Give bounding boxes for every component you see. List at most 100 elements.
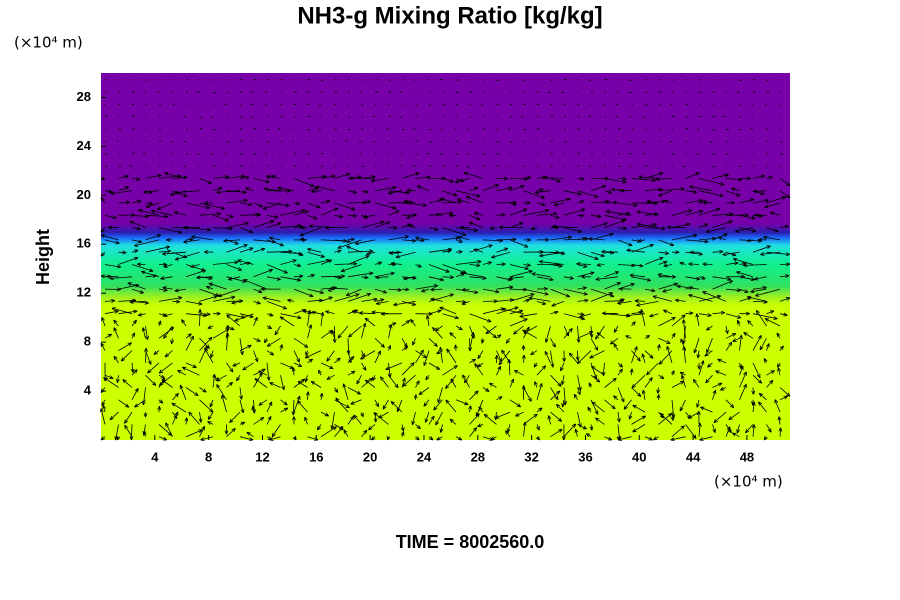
vector-head	[613, 343, 618, 348]
vector	[604, 282, 621, 290]
vector	[605, 211, 632, 216]
vector	[539, 251, 565, 257]
vector-head	[751, 401, 756, 406]
vector	[226, 222, 249, 228]
vector-head	[331, 330, 336, 335]
vector	[658, 283, 678, 290]
vector-head	[776, 363, 781, 368]
vector	[228, 276, 241, 280]
vector-head	[229, 214, 234, 219]
vector-head	[149, 268, 154, 272]
vector	[523, 354, 525, 363]
vector-head	[349, 176, 354, 181]
vector-head	[157, 406, 162, 411]
vector-head	[736, 192, 741, 197]
vector-head	[681, 319, 686, 324]
vector	[307, 324, 312, 339]
vector	[428, 264, 450, 273]
vector	[307, 187, 319, 192]
vector-head	[145, 204, 151, 208]
vector-head	[346, 239, 351, 244]
vector	[753, 190, 767, 192]
vector	[601, 251, 619, 253]
vector	[440, 198, 457, 204]
vector	[245, 187, 254, 192]
vector-head	[697, 422, 702, 427]
vector	[758, 393, 767, 401]
vector-head	[274, 330, 279, 336]
vector-head	[698, 199, 703, 203]
vector	[216, 190, 241, 193]
vector-head	[700, 406, 705, 411]
vector-head	[692, 189, 698, 194]
vector	[604, 377, 617, 388]
vector-head	[561, 436, 566, 441]
vector	[485, 325, 497, 335]
vector-head	[477, 363, 482, 368]
vector	[634, 300, 646, 302]
vector	[631, 346, 638, 364]
vector-head	[337, 275, 342, 280]
vector-head	[498, 360, 503, 366]
vector	[732, 432, 740, 438]
vector	[752, 313, 778, 320]
vector	[199, 213, 221, 216]
vector-head	[750, 289, 755, 294]
vector	[713, 411, 727, 423]
vector-head	[501, 262, 506, 267]
vector	[403, 200, 416, 204]
vector-head	[99, 408, 104, 413]
vector-head	[158, 399, 164, 404]
vector	[293, 251, 304, 256]
vector	[212, 164, 216, 167]
vector-head	[736, 271, 741, 275]
vector-head	[670, 370, 675, 375]
vector	[280, 276, 301, 281]
vector-head	[746, 238, 752, 243]
vector	[649, 313, 659, 317]
vector	[591, 401, 605, 413]
vector	[206, 286, 214, 290]
vector	[131, 227, 141, 230]
vector	[101, 317, 106, 327]
vector-head	[736, 429, 741, 434]
vector	[103, 377, 119, 388]
vector-head	[207, 421, 212, 425]
vector	[382, 399, 389, 410]
vector	[704, 350, 713, 357]
vector	[550, 428, 563, 438]
vector-head	[673, 282, 678, 287]
vector-head	[682, 346, 687, 351]
vector	[218, 288, 241, 297]
vector-head	[285, 203, 290, 208]
x-tick-label: 28	[471, 449, 485, 464]
vector	[644, 288, 656, 292]
vector	[401, 362, 415, 376]
vector	[239, 153, 243, 156]
vector	[297, 400, 308, 413]
vector-head	[377, 350, 382, 355]
vector	[109, 276, 133, 279]
vector	[637, 239, 646, 242]
vector-head	[625, 335, 630, 339]
vector-head	[164, 353, 170, 358]
vector	[522, 329, 538, 339]
vector	[428, 212, 454, 216]
vector	[353, 414, 362, 425]
vector	[415, 176, 431, 179]
vector-head	[625, 313, 630, 318]
vector	[293, 226, 303, 228]
vector	[239, 338, 243, 355]
vector-head	[318, 369, 322, 375]
vector-head	[509, 285, 514, 290]
vector-head	[332, 426, 337, 431]
vector-head	[515, 412, 520, 417]
vector-head	[433, 227, 439, 231]
vector	[318, 104, 322, 106]
vector	[372, 141, 376, 143]
vector	[199, 309, 201, 327]
vector-head	[521, 354, 526, 359]
vector	[469, 141, 472, 143]
vector-head	[194, 392, 199, 397]
vector	[100, 408, 106, 425]
